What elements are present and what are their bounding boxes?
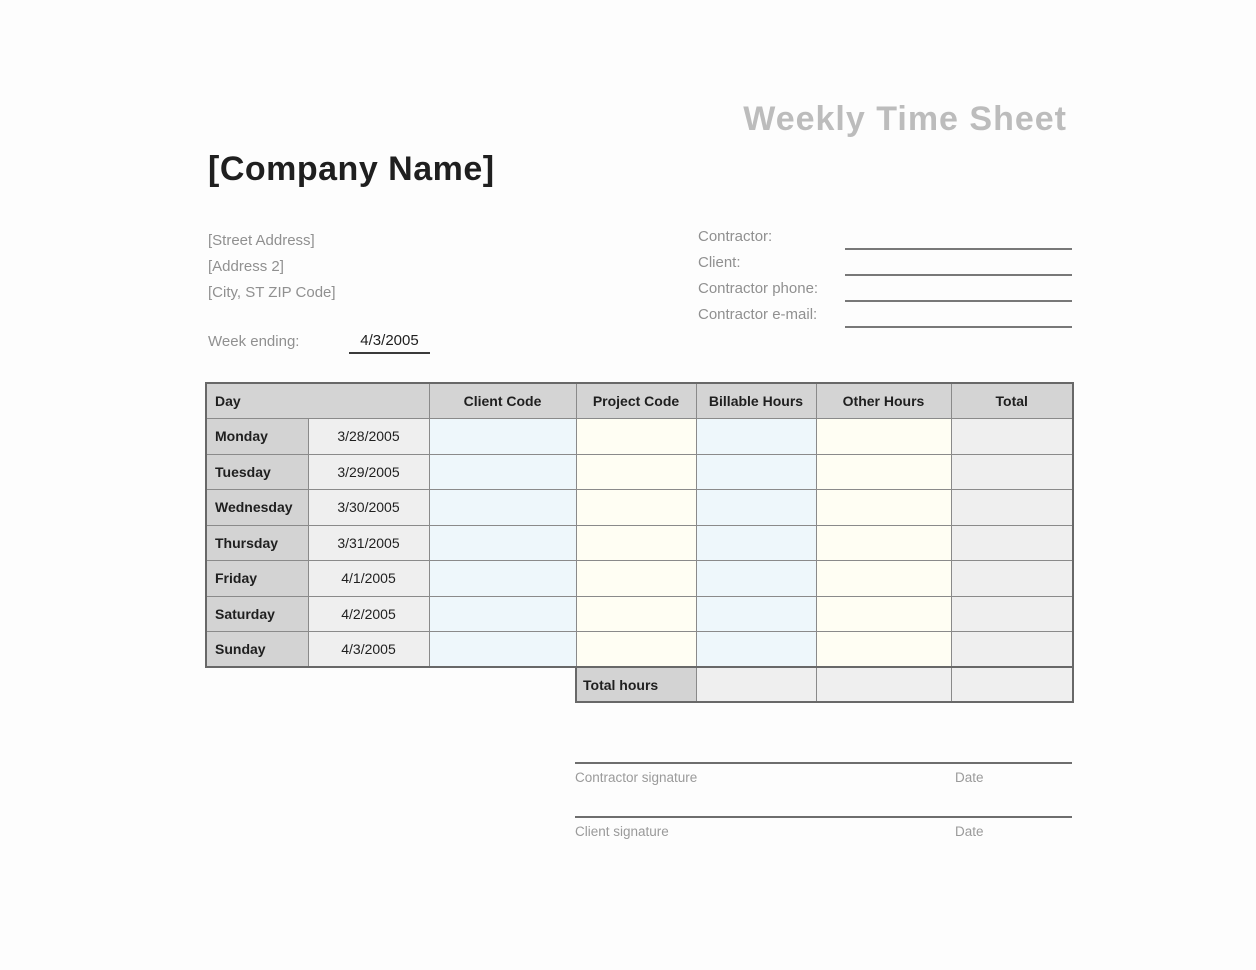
day-date: 4/1/2005 xyxy=(307,560,430,597)
client-code-cell[interactable] xyxy=(428,560,577,597)
header-project-code: Project Code xyxy=(575,382,697,419)
day-date: 4/3/2005 xyxy=(307,631,430,668)
other-hours-cell[interactable] xyxy=(815,418,952,455)
header-client-code: Client Code xyxy=(428,382,577,419)
other-hours-cell[interactable] xyxy=(815,453,952,490)
page-title: Weekly Time Sheet xyxy=(743,100,1067,138)
contractor-phone-row: Contractor phone: xyxy=(698,280,1072,306)
table-row-saturday: Saturday 4/2/2005 xyxy=(205,595,1074,632)
billable-hours-cell[interactable] xyxy=(695,524,817,561)
billable-hours-cell[interactable] xyxy=(695,453,817,490)
client-code-cell[interactable] xyxy=(428,489,577,526)
client-code-cell[interactable] xyxy=(428,595,577,632)
header-row: Day Client Code Project Code Billable Ho… xyxy=(205,382,1074,419)
day-date: 3/29/2005 xyxy=(307,453,430,490)
contractor-email-label: Contractor e-mail: xyxy=(698,306,818,323)
project-code-cell[interactable] xyxy=(575,631,697,668)
day-name: Sunday xyxy=(205,631,309,668)
day-name: Friday xyxy=(205,560,309,597)
table-row-friday: Friday 4/1/2005 xyxy=(205,560,1074,597)
header-total: Total xyxy=(950,382,1074,419)
header-other-hours: Other Hours xyxy=(815,382,952,419)
total-cell xyxy=(950,418,1074,455)
client-signature-label: Client signature xyxy=(575,824,669,839)
contractor-row: Contractor: xyxy=(698,228,1072,254)
project-code-cell[interactable] xyxy=(575,418,697,455)
header-billable-hours: Billable Hours xyxy=(695,382,817,419)
billable-hours-cell[interactable] xyxy=(695,560,817,597)
timesheet-table: Day Client Code Project Code Billable Ho… xyxy=(205,382,1074,668)
client-code-cell[interactable] xyxy=(428,524,577,561)
total-cell xyxy=(950,489,1074,526)
other-hours-cell[interactable] xyxy=(815,489,952,526)
address-2: [Address 2] xyxy=(208,258,284,275)
table-row-monday: Monday 3/28/2005 xyxy=(205,418,1074,455)
client-signature-block[interactable]: Client signature Date xyxy=(575,816,1072,839)
contractor-field[interactable] xyxy=(845,248,1072,250)
total-cell xyxy=(950,560,1074,597)
street-address: [Street Address] xyxy=(208,232,315,249)
total-hours-label: Total hours xyxy=(575,666,697,703)
company-name: [Company Name] xyxy=(208,150,495,188)
week-ending-value[interactable]: 4/3/2005 xyxy=(360,332,419,349)
project-code-cell[interactable] xyxy=(575,560,697,597)
day-date: 3/28/2005 xyxy=(307,418,430,455)
grand-total-cell xyxy=(950,666,1074,703)
client-row: Client: xyxy=(698,254,1072,280)
client-code-cell[interactable] xyxy=(428,631,577,668)
project-code-cell[interactable] xyxy=(575,524,697,561)
client-field[interactable] xyxy=(845,274,1072,276)
day-date: 3/30/2005 xyxy=(307,489,430,526)
total-cell xyxy=(950,595,1074,632)
table-row-tuesday: Tuesday 3/29/2005 xyxy=(205,453,1074,490)
billable-hours-cell[interactable] xyxy=(695,418,817,455)
other-hours-cell[interactable] xyxy=(815,524,952,561)
table-row-sunday: Sunday 4/3/2005 xyxy=(205,631,1074,668)
total-other-hours-cell xyxy=(815,666,952,703)
week-ending-underline xyxy=(349,352,430,354)
project-code-cell[interactable] xyxy=(575,489,697,526)
billable-hours-cell[interactable] xyxy=(695,489,817,526)
day-name: Monday xyxy=(205,418,309,455)
contractor-label: Contractor: xyxy=(698,228,773,245)
other-hours-cell[interactable] xyxy=(815,560,952,597)
day-name: Thursday xyxy=(205,524,309,561)
day-name: Tuesday xyxy=(205,453,309,490)
header-day: Day xyxy=(205,382,430,419)
contractor-email-field[interactable] xyxy=(845,326,1072,328)
total-cell xyxy=(950,524,1074,561)
contractor-signature-block[interactable]: Contractor signature Date xyxy=(575,762,1072,785)
other-hours-cell[interactable] xyxy=(815,631,952,668)
project-code-cell[interactable] xyxy=(575,595,697,632)
contractor-phone-field[interactable] xyxy=(845,300,1072,302)
project-code-cell[interactable] xyxy=(575,453,697,490)
total-hours-row: Total hours xyxy=(575,666,1074,703)
day-date: 3/31/2005 xyxy=(307,524,430,561)
billable-hours-cell[interactable] xyxy=(695,595,817,632)
total-hours-table: Total hours xyxy=(575,666,1074,703)
table-row-wednesday: Wednesday 3/30/2005 xyxy=(205,489,1074,526)
contractor-email-row: Contractor e-mail: xyxy=(698,306,1072,332)
other-hours-cell[interactable] xyxy=(815,595,952,632)
address-block: [Street Address] [Address 2] [City, ST Z… xyxy=(208,228,336,306)
total-billable-hours-cell xyxy=(695,666,817,703)
table-row-thursday: Thursday 3/31/2005 xyxy=(205,524,1074,561)
contractor-signature-label: Contractor signature xyxy=(575,770,698,785)
week-ending-label: Week ending: xyxy=(208,333,300,350)
total-cell xyxy=(950,453,1074,490)
contractor-signature-date-label: Date xyxy=(955,770,984,785)
billable-hours-cell[interactable] xyxy=(695,631,817,668)
client-signature-date-label: Date xyxy=(955,824,984,839)
day-name: Saturday xyxy=(205,595,309,632)
contractor-phone-label: Contractor phone: xyxy=(698,280,819,297)
city-state-zip: [City, ST ZIP Code] xyxy=(208,284,336,301)
contact-block: Contractor: Client: Contractor phone: Co… xyxy=(698,228,1072,332)
client-code-cell[interactable] xyxy=(428,453,577,490)
total-cell xyxy=(950,631,1074,668)
day-name: Wednesday xyxy=(205,489,309,526)
client-label: Client: xyxy=(698,254,741,271)
client-code-cell[interactable] xyxy=(428,418,577,455)
day-date: 4/2/2005 xyxy=(307,595,430,632)
